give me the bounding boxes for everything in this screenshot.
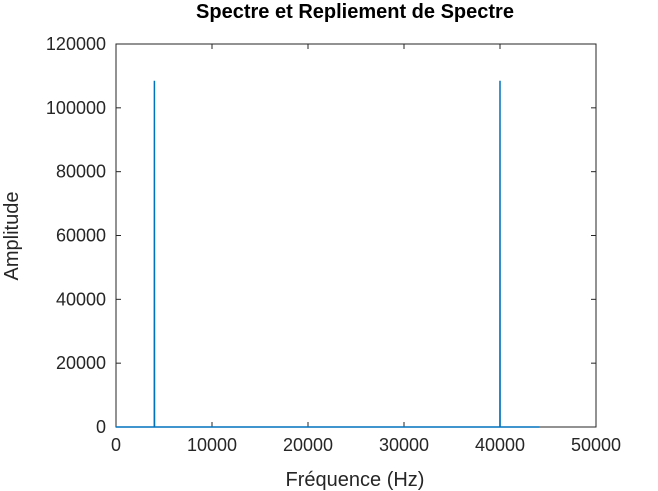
x-tick-label-3: 30000: [379, 435, 429, 455]
x-tick-label-5: 50000: [571, 435, 621, 455]
y-tick-label-1: 20000: [56, 353, 106, 373]
x-tick-label-2: 20000: [283, 435, 333, 455]
y-tick-label-5: 100000: [46, 98, 106, 118]
spectrum-series-line-0: [116, 80, 540, 428]
y-tick-label-3: 60000: [56, 226, 106, 246]
y-tick-label-0: 0: [96, 417, 106, 437]
x-axis-label: Fréquence (Hz): [286, 469, 425, 491]
plot-frame: [115, 43, 597, 428]
y-tick-label-4: 80000: [56, 162, 106, 182]
x-tick-label-0: 0: [111, 435, 121, 455]
y-axis-label: Amplitude: [1, 192, 23, 281]
x-tick-label-4: 40000: [475, 435, 525, 455]
y-tick-label-6: 120000: [46, 34, 106, 54]
x-tick-label-1: 10000: [187, 435, 237, 455]
y-tick-label-2: 40000: [56, 289, 106, 309]
plot-area: 0 10000 20000 30000 40000 50000 0 20000 40000 600…: [46, 34, 621, 455]
chart-title: Spectre et Repliement de Spectre: [196, 1, 514, 23]
